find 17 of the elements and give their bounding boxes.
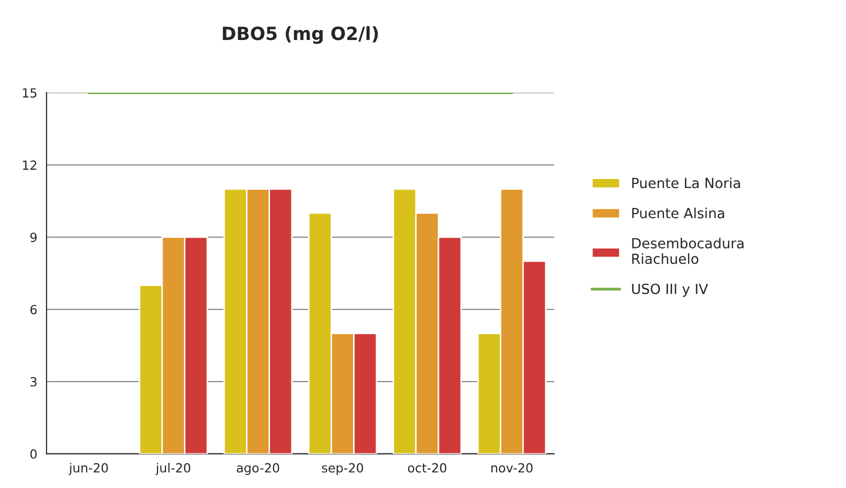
x-tick-label: jun-20 [68,462,108,475]
y-tick-label: 12 [22,160,36,170]
chart-title: DBO5 (mg O2/l) [222,26,378,44]
y-tick-label: 15 [22,88,36,98]
legend-label: Puente La Noria [632,178,740,188]
y-tick-label: 6 [30,304,37,314]
legend-label: Desembocadura Riachuelo [632,238,744,264]
x-tick-label: nov-20 [491,463,533,473]
y-tick-label: 9 [30,232,37,242]
y-tick-label: 0 [30,449,37,459]
x-tick-label: jul-20 [156,462,190,475]
legend-label: Puente Alsina [632,208,724,218]
legend-label: USO III y IV [632,284,708,297]
y-tick-label: 3 [30,377,36,387]
x-tick-label: ago-20 [236,463,280,475]
x-tick-label: sep-20 [322,463,364,475]
x-tick-label: oct-20 [408,463,446,473]
